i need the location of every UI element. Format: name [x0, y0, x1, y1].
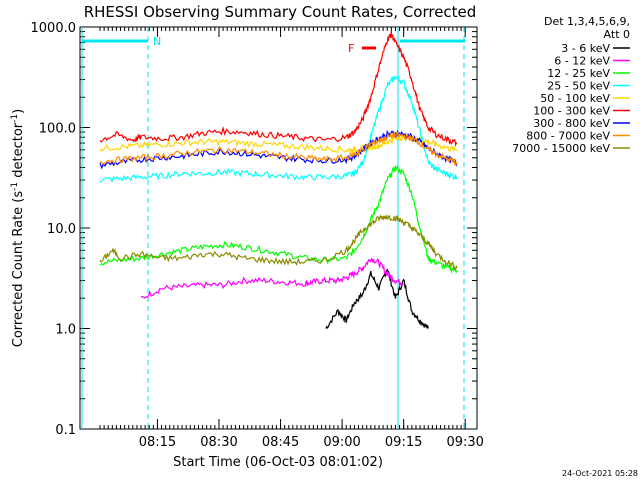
series-line-8 [99, 214, 458, 271]
y-tick-label: 10.0 [47, 222, 76, 237]
series-lines [99, 31, 458, 330]
legend-entry-label: 100 - 300 keV [533, 105, 610, 118]
y-tick-label: 0.1 [55, 423, 76, 438]
night-flag-label: N [153, 35, 161, 48]
y-axis-label-main: Corrected Count Rate (s [11, 191, 26, 348]
legend-entry-label: 300 - 800 keV [533, 117, 610, 130]
y-axis-label-sup2: -1 [10, 114, 20, 123]
legend-entry-label: 12 - 25 keV [547, 67, 610, 80]
legend-title-2: Att 0 [604, 28, 630, 41]
x-tick-label: 09:15 [385, 435, 422, 450]
chart-title: RHESSI Observing Summary Count Rates, Co… [84, 3, 477, 21]
y-axis-label-sup: -1 [10, 182, 20, 191]
series-line-0 [325, 268, 429, 330]
legend-entry-label: 25 - 50 keV [547, 80, 610, 93]
legend-entry-label: 6 - 12 keV [554, 55, 610, 68]
series-line-5 [99, 31, 457, 147]
y-tick-label: 1.0 [55, 323, 76, 338]
legend-entry-label: 50 - 100 keV [540, 92, 610, 105]
legend-entry-label: 7000 - 15000 keV [512, 142, 610, 155]
y-axis: 1000.0 100.0 10.0 1.0 0.1 [31, 21, 477, 438]
plot-frame [79, 26, 478, 430]
legend-entry-label: 3 - 6 keV [561, 42, 610, 55]
x-axis-label: Start Time (06-Oct-03 08:01:02) [173, 455, 383, 470]
y-axis-label-close: ) [11, 109, 26, 114]
y-tick-label: 1000.0 [31, 21, 77, 36]
legend-entry-label: 800 - 7000 keV [526, 130, 610, 143]
y-axis-label: Corrected Count Rate (s-1 detector-1) [10, 109, 26, 347]
y-axis-label-rest: detector [11, 122, 26, 182]
series-line-4 [99, 133, 458, 154]
flag-markers: NF [81, 27, 465, 429]
series-line-7 [99, 131, 458, 167]
x-tick-label: 09:30 [446, 435, 483, 450]
series-line-3 [99, 74, 458, 183]
flare-flag-label: F [348, 42, 354, 55]
x-tick-label: 08:15 [139, 435, 176, 450]
footer-date: 24-Oct-2021 05:28 [562, 469, 638, 478]
series-line-1 [140, 257, 405, 299]
y-tick-label: 100.0 [39, 122, 76, 137]
series-line-2 [99, 164, 458, 274]
x-tick-label: 08:30 [200, 435, 237, 450]
x-tick-label: 08:45 [262, 435, 299, 450]
x-axis: 08:15 08:30 08:45 09:00 09:15 09:30 [99, 27, 484, 450]
x-tick-label: 09:00 [323, 435, 360, 450]
legend-title-1: Det 1,3,4,5,6,9, [544, 15, 630, 28]
